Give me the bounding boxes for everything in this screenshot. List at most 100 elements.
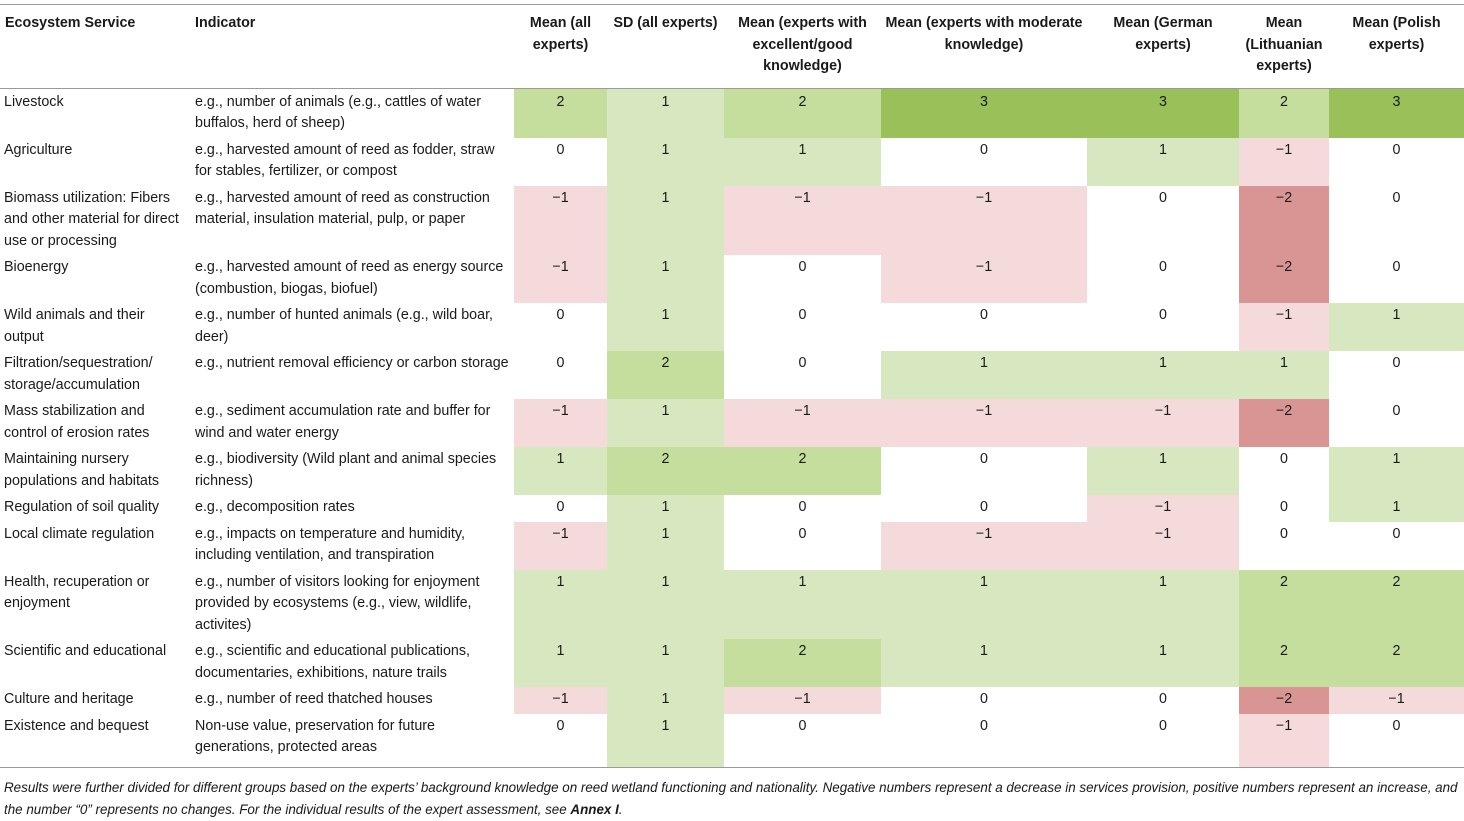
value-cell: −1	[1329, 687, 1464, 714]
value-cell: 1	[1087, 351, 1239, 399]
value-cell: 0	[514, 303, 607, 351]
value-cell: 1	[607, 495, 724, 522]
value-cell: 0	[724, 521, 881, 570]
service-cell: Mass stabilization and control of erosio…	[4, 403, 150, 441]
service-cell: Existence and bequest	[4, 717, 149, 734]
value-cell: −1	[881, 399, 1087, 447]
value-cell: 2	[1329, 639, 1464, 687]
value-cell: 2	[607, 447, 724, 495]
value-cell: 1	[607, 639, 724, 687]
value-cell: 0	[1087, 687, 1239, 714]
value-cell: 1	[881, 639, 1087, 687]
table-row: Filtration/sequestration/ storage/accumu…	[0, 351, 1464, 399]
value-cell: 1	[724, 569, 881, 639]
indicator-cell: e.g., number of visitors looking for enj…	[195, 573, 480, 633]
value-cell: 0	[514, 713, 607, 767]
indicator-cell: e.g., harvested amount of reed as fodder…	[195, 141, 495, 180]
header-ecosystem-service: Ecosystem Service	[0, 4, 190, 89]
indicator-cell: e.g., harvested amount of reed as constr…	[195, 189, 490, 228]
value-cell: 0	[1329, 713, 1464, 767]
value-cell: 0	[1087, 255, 1239, 303]
value-cell: 2	[724, 639, 881, 687]
table-row: Livestock e.g., number of animals (e.g.,…	[0, 88, 1464, 138]
value-cell: 0	[881, 713, 1087, 767]
indicator-cell: e.g., nutrient removal efficiency or car…	[195, 355, 509, 371]
value-cell: 1	[607, 185, 724, 255]
value-cell: 1	[607, 521, 724, 570]
indicator-cell: e.g., impacts on temperature and humidit…	[195, 525, 465, 564]
value-cell: 1	[1329, 447, 1464, 495]
service-cell: Wild animals and their output	[4, 307, 145, 345]
value-cell: 0	[1239, 447, 1329, 495]
value-cell: 1	[514, 447, 607, 495]
value-cell: 2	[1239, 639, 1329, 687]
table-row: Health, recuperation or enjoyment e.g., …	[0, 569, 1464, 639]
value-cell: 1	[607, 569, 724, 639]
value-cell: −1	[881, 185, 1087, 255]
value-cell: −1	[514, 185, 607, 255]
value-cell: 1	[514, 639, 607, 687]
table-row: Agriculture e.g., harvested amount of re…	[0, 137, 1464, 186]
value-cell: 3	[881, 88, 1087, 138]
indicator-cell: e.g., harvested amount of reed as energy…	[195, 259, 504, 297]
indicator-cell: e.g., decomposition rates	[195, 499, 355, 515]
value-cell: 1	[724, 137, 881, 186]
value-cell: 1	[1087, 639, 1239, 687]
value-cell: 0	[1329, 255, 1464, 303]
value-cell: −1	[1087, 495, 1239, 522]
table-row: Existence and bequest Non-use value, pre…	[0, 713, 1464, 767]
table-row: Culture and heritage e.g., number of ree…	[0, 687, 1464, 714]
value-cell: 2	[1329, 569, 1464, 639]
indicator-cell: e.g., number of animals (e.g., cattles o…	[195, 93, 482, 132]
value-cell: −1	[1239, 303, 1329, 351]
table-row: Scientific and educational e.g., scienti…	[0, 639, 1464, 687]
value-cell: 1	[607, 303, 724, 351]
value-cell: 2	[724, 447, 881, 495]
results-table-container: Ecosystem Service Indicator Mean (all ex…	[0, 4, 1464, 768]
header-mean-all: Mean (all experts)	[514, 4, 607, 89]
indicator-cell: e.g., sediment accumulation rate and buf…	[195, 403, 491, 441]
table-row: Mass stabilization and control of erosio…	[0, 399, 1464, 447]
value-cell: 0	[1329, 399, 1464, 447]
value-cell: −1	[1239, 713, 1329, 767]
service-cell: Maintaining nursery populations and habi…	[4, 451, 160, 489]
value-cell: 0	[724, 255, 881, 303]
value-cell: 3	[1087, 88, 1239, 138]
value-cell: 2	[724, 88, 881, 138]
value-cell: 0	[881, 303, 1087, 351]
value-cell: −1	[1087, 521, 1239, 570]
service-cell: Scientific and educational	[4, 643, 167, 659]
value-cell: 0	[881, 137, 1087, 186]
service-cell: Regulation of soil quality	[4, 499, 159, 515]
service-cell: Bioenergy	[4, 259, 69, 275]
value-cell: 1	[514, 569, 607, 639]
annex-reference: Annex I	[570, 801, 619, 817]
table-row: Maintaining nursery populations and habi…	[0, 447, 1464, 495]
value-cell: 0	[514, 495, 607, 522]
value-cell: 1	[607, 687, 724, 714]
value-cell: 2	[607, 351, 724, 399]
value-cell: 1	[1087, 569, 1239, 639]
table-footnote: Results were further divided for differe…	[4, 777, 1460, 820]
value-cell: −1	[724, 399, 881, 447]
value-cell: 0	[1087, 713, 1239, 767]
indicator-cell: Non-use value, preservation for future g…	[195, 717, 435, 756]
value-cell: 0	[724, 713, 881, 767]
table-row: Local climate regulation e.g., impacts o…	[0, 521, 1464, 570]
indicator-cell: e.g., number of reed thatched houses	[195, 691, 433, 707]
service-cell: Filtration/sequestration/ storage/accumu…	[4, 355, 153, 393]
value-cell: 0	[1329, 351, 1464, 399]
table-row: Bioenergy e.g., harvested amount of reed…	[0, 255, 1464, 303]
value-cell: −2	[1239, 687, 1329, 714]
indicator-cell: e.g., scientific and educational publica…	[195, 643, 470, 681]
value-cell: −1	[881, 255, 1087, 303]
table-row: Wild animals and their output e.g., numb…	[0, 303, 1464, 351]
value-cell: −1	[724, 185, 881, 255]
footnote-text: Results were further divided for differe…	[4, 780, 1458, 817]
service-cell: Local climate regulation	[4, 525, 155, 542]
results-table: Ecosystem Service Indicator Mean (all ex…	[0, 4, 1464, 767]
indicator-cell: e.g., number of hunted animals (e.g., wi…	[195, 307, 494, 345]
value-cell: 1	[1239, 351, 1329, 399]
value-cell: −1	[724, 687, 881, 714]
value-cell: 1	[881, 351, 1087, 399]
